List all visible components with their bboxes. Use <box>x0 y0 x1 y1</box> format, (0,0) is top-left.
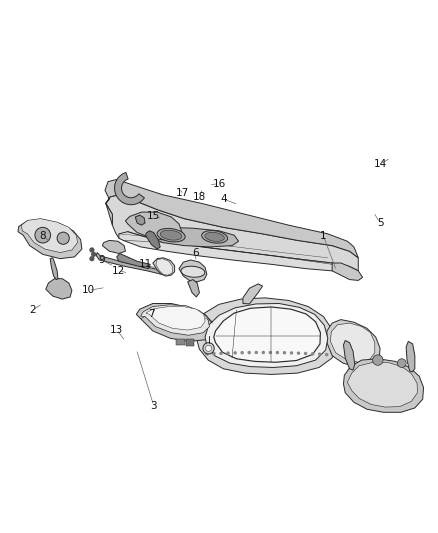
Circle shape <box>91 252 96 257</box>
Polygon shape <box>136 303 215 341</box>
Polygon shape <box>96 253 163 274</box>
Polygon shape <box>347 362 417 407</box>
Circle shape <box>268 351 272 354</box>
Ellipse shape <box>157 229 185 242</box>
Polygon shape <box>327 320 380 367</box>
Circle shape <box>318 352 321 356</box>
Text: 18: 18 <box>193 192 206 202</box>
Text: 3: 3 <box>150 401 157 411</box>
Circle shape <box>397 359 406 367</box>
Text: 9: 9 <box>98 255 105 265</box>
Polygon shape <box>46 279 72 299</box>
Text: 8: 8 <box>39 231 46 241</box>
Bar <box>177 339 185 345</box>
Ellipse shape <box>181 266 205 277</box>
Bar <box>186 339 194 346</box>
Circle shape <box>283 351 286 354</box>
Polygon shape <box>146 306 205 330</box>
Polygon shape <box>343 341 355 370</box>
Circle shape <box>226 351 230 355</box>
Polygon shape <box>141 305 209 335</box>
Text: 11: 11 <box>138 260 152 269</box>
Polygon shape <box>119 232 341 271</box>
Circle shape <box>290 351 293 354</box>
Circle shape <box>254 351 258 354</box>
Text: 16: 16 <box>212 179 226 189</box>
Polygon shape <box>50 258 58 279</box>
Polygon shape <box>332 263 363 280</box>
Circle shape <box>297 351 300 355</box>
Circle shape <box>373 355 383 365</box>
Circle shape <box>35 228 50 243</box>
Text: 7: 7 <box>148 309 155 319</box>
Text: 14: 14 <box>374 159 387 169</box>
Polygon shape <box>406 341 415 372</box>
Circle shape <box>205 345 212 351</box>
Circle shape <box>89 247 95 253</box>
Circle shape <box>205 352 208 356</box>
Polygon shape <box>125 212 182 240</box>
Circle shape <box>57 232 69 244</box>
Circle shape <box>233 351 237 354</box>
Circle shape <box>261 351 265 354</box>
Text: 13: 13 <box>110 325 124 335</box>
Circle shape <box>89 256 95 261</box>
Ellipse shape <box>205 232 224 241</box>
Polygon shape <box>156 259 173 275</box>
Polygon shape <box>214 307 321 362</box>
Circle shape <box>212 352 216 356</box>
Polygon shape <box>115 173 145 205</box>
Polygon shape <box>343 359 424 413</box>
Polygon shape <box>106 195 358 271</box>
Text: 5: 5 <box>377 218 383 228</box>
Circle shape <box>203 343 214 354</box>
Circle shape <box>240 351 244 354</box>
Polygon shape <box>179 260 207 282</box>
Text: 10: 10 <box>82 286 95 295</box>
Polygon shape <box>146 231 160 249</box>
Polygon shape <box>243 284 262 304</box>
Polygon shape <box>105 180 358 258</box>
Circle shape <box>247 351 251 354</box>
Text: 15: 15 <box>147 212 160 221</box>
Circle shape <box>304 352 307 355</box>
Text: 2: 2 <box>29 305 36 315</box>
Text: 4: 4 <box>220 194 226 204</box>
Polygon shape <box>330 323 375 362</box>
Circle shape <box>276 351 279 354</box>
Text: 6: 6 <box>192 248 198 259</box>
Ellipse shape <box>201 231 228 243</box>
Text: 12: 12 <box>112 266 126 276</box>
Polygon shape <box>187 279 199 297</box>
Circle shape <box>311 352 314 356</box>
Polygon shape <box>102 240 125 254</box>
Polygon shape <box>135 215 145 225</box>
Text: 17: 17 <box>175 188 189 198</box>
Polygon shape <box>18 220 82 259</box>
Circle shape <box>325 353 328 357</box>
Polygon shape <box>117 254 150 269</box>
Circle shape <box>219 352 223 355</box>
Polygon shape <box>153 258 175 276</box>
Polygon shape <box>205 303 328 367</box>
Ellipse shape <box>160 230 182 240</box>
Text: 1: 1 <box>320 231 327 241</box>
Polygon shape <box>144 228 239 247</box>
Polygon shape <box>196 298 336 375</box>
Polygon shape <box>21 219 78 253</box>
